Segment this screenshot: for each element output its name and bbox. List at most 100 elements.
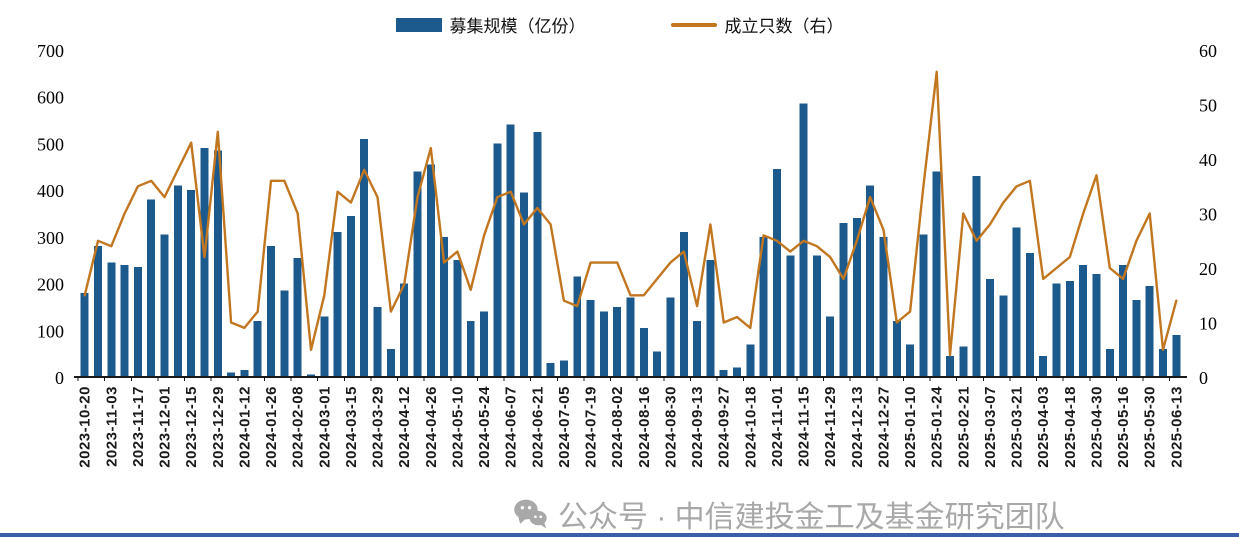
bar-series-bar — [120, 264, 129, 377]
bar-series-bar — [200, 148, 209, 377]
x-axis-label: 2025-03-07 — [982, 386, 999, 468]
bar-series-bar — [746, 344, 755, 377]
bar-series-bar — [453, 260, 462, 377]
bar-series-bar — [972, 176, 981, 377]
x-axis-label: 2024-09-27 — [716, 386, 733, 468]
x-axis-label: 2024-01-26 — [263, 386, 280, 468]
bar-series-bar — [946, 355, 955, 377]
wechat-icon — [512, 496, 548, 532]
bar-series-bar — [280, 290, 289, 377]
bar-series-bar — [1145, 285, 1154, 377]
bar-series-bar — [320, 316, 329, 377]
bar-series-bar — [147, 199, 156, 377]
bar-series-bar — [520, 192, 528, 377]
x-axis-label: 2025-03-21 — [1009, 386, 1026, 468]
bar-series-bar — [533, 131, 542, 377]
bar-series-bar — [93, 246, 102, 377]
bar-series-bar — [386, 348, 395, 377]
bar-series-bar — [253, 320, 262, 377]
bar-series-bar — [626, 297, 635, 377]
bar-series-bar — [187, 190, 196, 377]
left-axis-tick-label: 100 — [37, 321, 64, 341]
bar-series-bar — [240, 369, 249, 377]
bar-legend-swatch — [395, 17, 442, 32]
x-axis-label: 2024-02-08 — [290, 386, 307, 468]
bar-series-bar — [559, 360, 568, 377]
bar-series-bar — [440, 236, 449, 377]
left-axis-tick-label: 500 — [37, 134, 64, 154]
watermark: 公众号 · 中信建投金工及基金研究团队 — [512, 492, 1065, 536]
bar-series-bar — [639, 327, 648, 377]
bar-series-bar — [227, 372, 236, 377]
bar-series-bar — [493, 143, 502, 377]
bar-series-bar — [213, 150, 222, 377]
x-axis-label: 2024-09-13 — [689, 386, 706, 468]
bar-series-bar — [1132, 299, 1141, 377]
bar-series-bar — [693, 320, 702, 377]
bar-series-bar — [466, 320, 475, 377]
line-legend-swatch — [670, 22, 717, 27]
left-axis-tick-label: 200 — [37, 275, 64, 295]
bar-series-bar — [80, 292, 89, 377]
bar-series-bar — [772, 169, 781, 377]
bar-series-bar — [1172, 334, 1181, 377]
bar-series-bar — [293, 257, 302, 377]
left-axis-tick-label: 300 — [37, 228, 64, 248]
x-axis-label: 2024-03-01 — [316, 386, 333, 468]
bar-series-bar — [1079, 264, 1088, 377]
bar-series-bar — [1012, 227, 1021, 377]
bar-series-bar — [866, 185, 875, 377]
bar-series-bar — [133, 267, 142, 377]
right-axis-tick-label: 10 — [1199, 314, 1217, 334]
right-axis-tick-label: 60 — [1199, 41, 1217, 61]
bar-series-bar — [373, 306, 382, 377]
bar-series-bar — [666, 297, 675, 377]
bar-series-bar — [826, 316, 835, 377]
right-axis-tick-label: 0 — [1199, 368, 1208, 388]
bar-series-bar — [932, 171, 941, 377]
bar-series-bar — [173, 185, 182, 377]
line-legend-label: 成立只数（右） — [724, 17, 844, 36]
bar-series-bar — [1065, 281, 1074, 377]
bar-series-bar — [360, 138, 369, 377]
x-axis-label: 2024-08-16 — [636, 386, 653, 468]
bar-series-bar — [267, 246, 276, 377]
x-axis-label: 2024-11-01 — [769, 386, 786, 467]
left-axis-tick-label: 600 — [37, 88, 64, 108]
x-axis-label: 2024-10-18 — [742, 386, 759, 468]
right-axis-tick-label: 50 — [1199, 96, 1217, 116]
bar-series-bar — [679, 232, 688, 377]
x-axis-label: 2025-01-10 — [902, 386, 919, 468]
bar-series-bar — [1119, 264, 1128, 377]
combo-chart-canvas: 700600500400300200100060504030201002023-… — [37, 41, 1217, 468]
x-axis-label: 2024-04-26 — [423, 386, 440, 468]
bar-series-bar — [719, 369, 728, 377]
bar-series-bar — [586, 299, 595, 377]
x-axis-label: 2024-08-02 — [609, 386, 626, 468]
x-axis-label: 2024-12-13 — [849, 386, 866, 468]
bar-series-bar — [653, 351, 662, 377]
bar-series-bar — [573, 276, 582, 377]
bar-series-bar — [1025, 253, 1034, 377]
x-axis-label: 2023-11-03 — [103, 386, 120, 467]
x-axis-label: 2024-06-07 — [503, 386, 520, 468]
bar-series-bar — [999, 295, 1008, 377]
x-axis-label: 2024-05-24 — [476, 386, 493, 468]
x-axis-label: 2025-06-13 — [1168, 386, 1185, 468]
bar-series-bar — [1159, 348, 1168, 377]
watermark-text: 公众号 · 中信建投金工及基金研究团队 — [558, 501, 1065, 534]
bar-series-bar — [892, 320, 901, 377]
bar-series-bar — [786, 255, 795, 377]
x-axis-label: 2025-04-30 — [1089, 386, 1106, 468]
bar-series-bar — [306, 374, 315, 377]
x-axis-label: 2024-07-19 — [583, 386, 600, 468]
bottom-divider — [0, 533, 1239, 537]
x-axis-label: 2024-03-15 — [343, 386, 360, 468]
right-axis-tick-label: 30 — [1199, 205, 1217, 225]
x-axis-label: 2024-11-29 — [822, 386, 839, 467]
bar-series-bar — [546, 362, 555, 377]
x-axis-label: 2024-06-21 — [529, 386, 546, 468]
bar-series-bar — [959, 346, 968, 377]
left-axis-tick-label: 400 — [37, 181, 64, 201]
